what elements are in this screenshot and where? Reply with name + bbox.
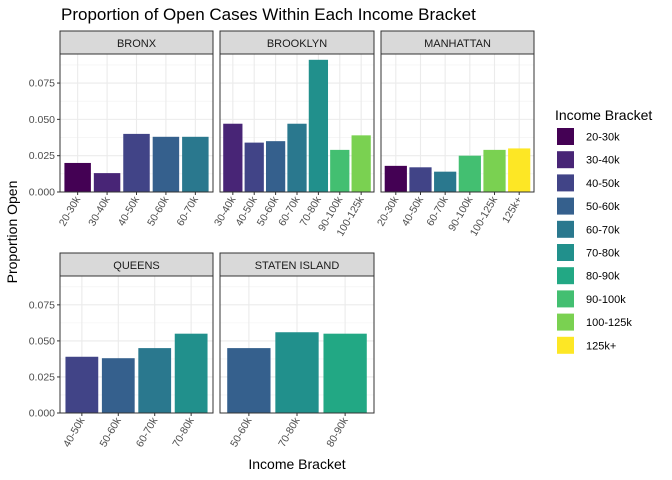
legend-swatch-100-125k — [557, 313, 574, 331]
bar-60-70k — [182, 136, 209, 192]
x-tick-label: 40-50k — [61, 415, 88, 449]
x-tick-label: 70-80k — [170, 415, 197, 449]
legend-swatch-60-70k — [557, 220, 574, 238]
bar-100-125k — [351, 135, 371, 192]
bar-50-60k — [265, 141, 286, 192]
bar-40-50k — [123, 133, 150, 192]
legend-label: 125k+ — [586, 340, 616, 352]
y-tick-label: 0.000 — [29, 408, 55, 420]
legend-label: 30-40k — [586, 155, 620, 167]
legend-label: 80-90k — [586, 271, 620, 283]
panel-border — [59, 275, 214, 414]
bar-90-100k — [330, 149, 350, 192]
panel-queens: QUEENS 0.000 0.025 0.050 0.075 40-50k 50-60k 60… — [29, 252, 214, 449]
y-tick-label: 0.025 — [29, 371, 55, 383]
legend-swatch-50-60k — [557, 197, 574, 215]
bar-20-30k — [384, 165, 407, 192]
legend-swatch-40-50k — [557, 174, 574, 192]
bar-60-70k — [434, 171, 457, 192]
bar-40-50k — [244, 142, 264, 192]
x-tick-label: 50-60k — [145, 194, 172, 228]
x-tick-label: 80-90k — [324, 415, 351, 449]
legend-swatch-70-80k — [557, 244, 574, 261]
legend-swatch-80-90k — [557, 267, 574, 285]
bar-50-60k — [227, 348, 271, 413]
bar-60-70k — [287, 123, 307, 192]
x-tick-label: 70-80k — [276, 415, 303, 449]
legend-swatch-125k+ — [557, 336, 574, 354]
legend-label: 20-30k — [586, 132, 620, 144]
bar-30-40k — [223, 123, 243, 192]
y-tick-label: 0.050 — [29, 114, 55, 126]
bar-70-80k — [275, 332, 319, 413]
x-tick-label: 60-70k — [424, 194, 451, 228]
y-tick-label: 0.075 — [29, 299, 55, 311]
bar-50-60k — [101, 358, 135, 413]
x-tick-label: 50-60k — [228, 415, 255, 449]
bar-40-50k — [409, 167, 432, 192]
y-axis-title: Proportion Open — [4, 181, 20, 284]
facet-strip-label: QUEENS — [113, 260, 159, 272]
legend-label: 50-60k — [586, 201, 620, 213]
x-tick-label: 20-30k — [375, 194, 402, 228]
x-tick-label: 125k+ — [500, 195, 525, 226]
y-tick-label: 0.025 — [29, 150, 55, 162]
bar-20-30k — [64, 162, 91, 192]
legend-swatch-30-40k — [557, 151, 574, 169]
y-tick-label: 0.050 — [29, 335, 55, 347]
x-tick-label: 60-70k — [174, 194, 201, 228]
panel-border — [380, 53, 535, 193]
panel-manhattan: MANHATTAN20-30k40-50k60-70k90-100k100-12… — [375, 30, 535, 238]
facet-strip-label: MANHATTAN — [424, 38, 491, 50]
x-tick-label: 20-30k — [57, 194, 84, 228]
bar-90-100k — [458, 155, 481, 192]
facet-strip-label: BRONX — [117, 38, 157, 50]
legend-label: 70-80k — [586, 248, 620, 260]
legend-title: Income Bracket — [555, 107, 652, 123]
panel-bronx: BRONX 0.000 0.025 0.050 0.075 20-30k 30-40k 40-… — [29, 30, 214, 228]
legend: 20-30k 30-40k 40-50k 50-60k 60-70k 70-80k 80-9… — [557, 128, 632, 354]
x-tick-label: 60-70k — [134, 415, 161, 449]
x-tick-label: 40-50k — [116, 194, 143, 228]
legend-swatch-20-30k — [557, 128, 574, 145]
x-tick-label: 40-50k — [400, 194, 427, 228]
x-tick-label: 50-60k — [97, 415, 124, 449]
bar-50-60k — [152, 136, 180, 192]
bar-30-40k — [93, 173, 121, 192]
bar-70-80k — [308, 59, 329, 192]
bar-80-90k — [323, 333, 367, 413]
y-tick-label: 0.075 — [29, 78, 55, 90]
panel-brooklyn: BROOKLYN30-40k40-50k50-60k60-70k70-80k90… — [212, 30, 375, 238]
x-tick-label: 30-40k — [86, 194, 113, 228]
bar-60-70k — [138, 348, 172, 413]
legend-label: 90-100k — [586, 294, 626, 306]
legend-label: 40-50k — [586, 178, 620, 190]
bar-70-80k — [174, 333, 208, 413]
bar-100-125k — [483, 149, 506, 192]
facet-strip-label: BROOKLYN — [267, 38, 327, 50]
bar-125k+ — [508, 148, 531, 192]
x-axis-title: Income Bracket — [248, 456, 345, 472]
chart-title: Proportion of Open Cases Within Each Inc… — [61, 5, 476, 24]
legend-label: 100-125k — [586, 317, 632, 329]
bar-40-50k — [65, 356, 99, 413]
facet-strip-label: STATEN ISLAND — [255, 260, 340, 272]
legend-swatch-90-100k — [557, 290, 574, 308]
y-tick-label: 0.000 — [29, 187, 55, 199]
panel-staten-island: STATEN ISLAND 50-60k 70-80k 80-90k — [219, 252, 375, 449]
legend-label: 60-70k — [586, 224, 620, 236]
